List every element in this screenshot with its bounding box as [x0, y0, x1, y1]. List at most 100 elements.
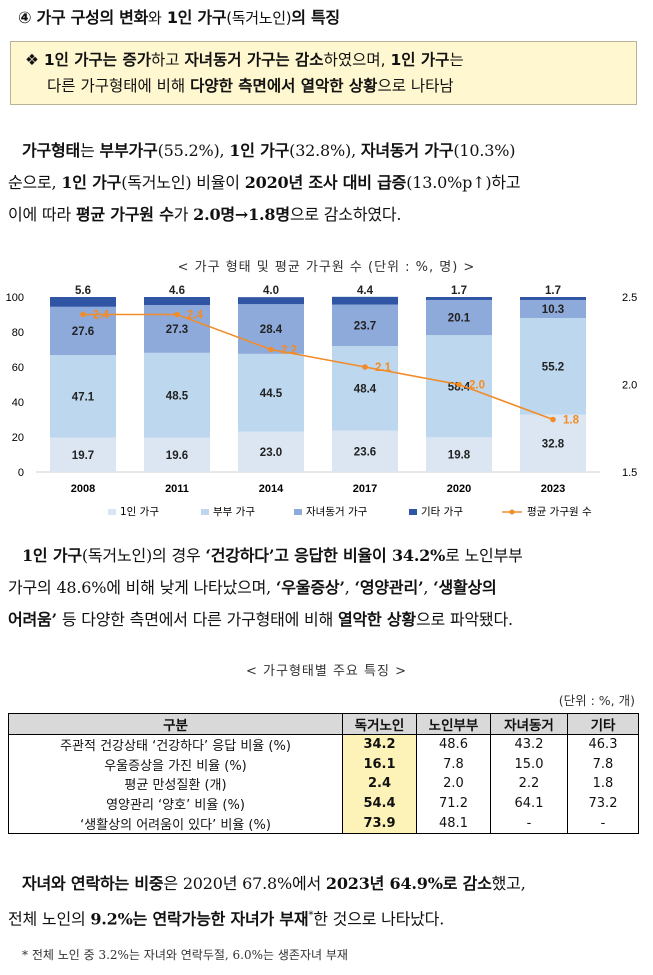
legend-label: 자녀동거 가구 [306, 506, 368, 518]
table-cell: 73.2 [567, 793, 639, 814]
heading-part5: 의 특징 [291, 8, 340, 27]
header-other: 기타 [567, 713, 639, 735]
text-run: 9.2%는 연락가능한 자녀가 부재 [90, 909, 309, 929]
paragraph-single-household: 1인 가구(독거노인)의 경우 ‘건강하다’고 응답한 비율이 34.2%로 노… [0, 540, 653, 636]
header-couple: 노인부부 [416, 713, 491, 735]
text-run: 하였으며, [323, 51, 391, 69]
legend-label: 1인 가구 [120, 506, 159, 518]
text-run: ‘우울증상’ [275, 578, 345, 597]
text-run: (독거노인)의 경우 [81, 546, 206, 565]
text-run: 한 것으로 나타났다. [313, 909, 445, 929]
table-cell: 2.0 [416, 774, 491, 794]
footnote: * 전체 노인 중 3.2%는 자녀와 연락두절, 6.0%는 생존자녀 부재 [22, 948, 348, 962]
avg-household-label: 2.4 [93, 310, 110, 322]
table-cell: 34.2 [342, 733, 417, 755]
table-row: 평균 만성질환 (개) 2.4 2.0 2.2 1.8 [8, 774, 639, 794]
header-with-children: 자녀동거 [490, 713, 568, 735]
text-run: 으로 감소하였다. [289, 205, 402, 224]
bar-segment [426, 297, 492, 300]
bar-value-label: 1.7 [451, 285, 467, 297]
table-cell: 2.4 [342, 774, 417, 794]
x-tick-label: 2008 [71, 483, 95, 495]
bar-segment [520, 318, 586, 415]
table-row: 영양관리 ‘양호’ 비율 (%) 54.4 71.2 64.1 73.2 [8, 793, 639, 814]
text-run: 2020년 조사 대비 급증 [244, 173, 407, 192]
bar-segment [50, 355, 116, 438]
legend-label: 부부 가구 [213, 506, 255, 518]
text-run: (독거노인) 비율이 [121, 173, 245, 192]
table-row: 우울증상을 가진 비율 (%) 16.1 7.8 15.0 7.8 [8, 754, 639, 775]
bar-segment [238, 304, 304, 354]
text-run: 으로 파악됐다. [415, 610, 513, 629]
avg-household-point [268, 346, 274, 353]
avg-household-point [80, 311, 86, 318]
row-label: 주관적 건강상태 ‘건강하다’ 응답 비율 (%) [8, 733, 343, 755]
avg-household-point [362, 364, 368, 370]
avg-household-label: 2.0 [469, 380, 485, 392]
bar-segment [332, 304, 398, 346]
bar-segment [144, 297, 210, 306]
avg-household-line [83, 313, 554, 421]
text-run: , [423, 578, 434, 597]
header-category: 구분 [8, 713, 343, 735]
bar-value-label: 19.6 [166, 450, 188, 462]
text-run: 어려움’ [8, 610, 57, 629]
section-heading: ④ 가구 구성의 변화와 1인 가구(독거노인)의 특징 [18, 4, 340, 28]
y-tick-label: 100 [6, 292, 24, 304]
table-caption: < 가구형태별 주요 특징 > [246, 664, 407, 679]
text-run: 으로 나타남 [377, 77, 454, 95]
heading-part1: 가구 구성의 변화 [36, 8, 149, 27]
avg-household-label: 2.4 [187, 310, 204, 322]
table-unit: (단위 : %, 개) [558, 693, 635, 708]
text-run: 가구의 48.6%에 비해 낮게 나타났으며, [8, 578, 276, 597]
bar-segment [426, 299, 492, 336]
legend-label: 기타 가구 [421, 506, 463, 518]
legend-swatch [108, 509, 116, 515]
bar-segment [50, 437, 116, 472]
bar-segment [426, 437, 492, 472]
table-cell: - [490, 813, 568, 834]
text-run: 1인 가구 [390, 51, 450, 69]
text-run: 1인 가구 [229, 141, 290, 160]
y-tick-label: 80 [12, 327, 24, 339]
table-row: 주관적 건강상태 ‘건강하다’ 응답 비율 (%) 34.2 48.6 43.2 46.… [8, 733, 639, 755]
text-run: 1인 가구는 증가 [43, 51, 151, 69]
text-run: 은 2020년 67.8%에서 [163, 874, 326, 893]
summary-bullet: ❖ [25, 51, 39, 69]
text-run: 2.0명→1.8명 [193, 205, 290, 224]
text-run: (10.3%) [453, 141, 516, 160]
bar-segment [238, 297, 304, 305]
text-run: ‘영양관리’ [354, 578, 424, 597]
paragraph-household-types: 가구형태는 부부가구(55.2%), 1인 가구(32.8%), 자녀동거 가구… [0, 135, 653, 231]
text-run: (32.8%), [289, 141, 361, 160]
y2-tick-label: 2.5 [622, 292, 637, 304]
y-tick-label: 60 [12, 362, 24, 374]
heading-part3: 1인 가구 [166, 8, 227, 27]
bar-value-label: 1.7 [545, 285, 561, 297]
row-label: 평균 만성질환 (개) [8, 774, 343, 794]
table-cell: 7.8 [567, 754, 639, 775]
bar-value-label: 23.0 [260, 447, 282, 459]
text-run: 1인 가구 [61, 173, 122, 192]
bar-segment [520, 299, 586, 318]
text-run: 는 [449, 51, 464, 69]
y-tick-label: 0 [18, 467, 24, 479]
text-run: 등 다양한 측면에서 다른 가구형태에 비해 [56, 610, 338, 629]
row-label: 영양관리 ‘양호’ 비율 (%) [8, 793, 343, 814]
x-tick-label: 2017 [353, 483, 377, 495]
x-tick-label: 2020 [447, 483, 471, 495]
table-cell: - [567, 813, 639, 834]
bar-value-label: 5.6 [75, 285, 91, 297]
bar-segment [50, 297, 116, 307]
chart-caption: < 가구 형태 및 평균 가구원 수 (단위 : %, 명) > [177, 260, 476, 275]
bar-value-label: 4.6 [169, 285, 185, 297]
bar-segment [332, 430, 398, 472]
heading-number: ④ [18, 8, 32, 27]
text-run: 이에 따라 [8, 205, 76, 224]
text-run: (55.2%), [157, 141, 230, 160]
bar-value-label: 48.5 [166, 390, 189, 402]
text-run: 로 노인부부 [445, 546, 523, 565]
y2-tick-label: 1.5 [622, 467, 637, 479]
text-run: 가 [173, 205, 194, 224]
legend-line-marker [509, 509, 515, 515]
